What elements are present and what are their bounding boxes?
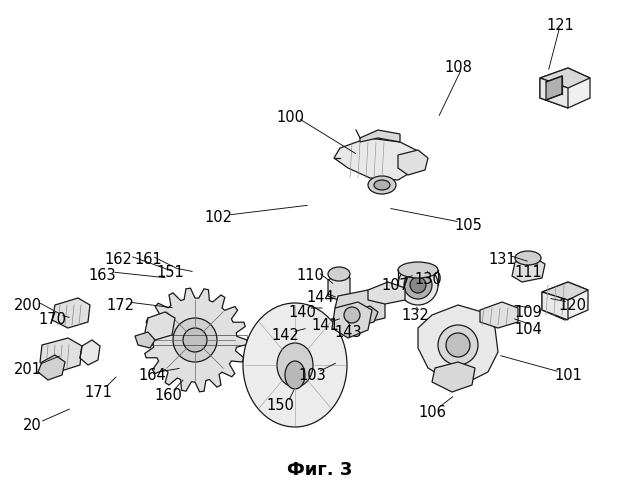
Polygon shape — [542, 282, 588, 320]
Text: 111: 111 — [514, 265, 542, 280]
Ellipse shape — [243, 303, 347, 427]
Ellipse shape — [404, 271, 432, 299]
Text: 108: 108 — [444, 60, 472, 75]
Polygon shape — [432, 362, 475, 392]
Polygon shape — [145, 312, 175, 340]
Ellipse shape — [374, 180, 390, 190]
Ellipse shape — [368, 176, 396, 194]
Text: 140: 140 — [288, 305, 316, 320]
Polygon shape — [143, 288, 247, 392]
Text: 121: 121 — [546, 18, 574, 33]
Ellipse shape — [328, 267, 350, 281]
Text: 132: 132 — [401, 308, 429, 323]
Text: 20: 20 — [22, 418, 42, 433]
Polygon shape — [418, 305, 498, 382]
Text: 144: 144 — [306, 290, 334, 305]
Text: 163: 163 — [88, 268, 116, 283]
Polygon shape — [135, 332, 155, 348]
Polygon shape — [332, 302, 372, 338]
Text: 162: 162 — [104, 252, 132, 267]
Text: 105: 105 — [454, 218, 482, 233]
Text: 107: 107 — [381, 278, 409, 293]
Text: 100: 100 — [276, 110, 304, 125]
Polygon shape — [368, 282, 405, 304]
Ellipse shape — [183, 328, 207, 352]
Ellipse shape — [285, 361, 305, 389]
Text: 130: 130 — [414, 272, 442, 287]
Text: 120: 120 — [558, 298, 586, 313]
Text: 101: 101 — [554, 368, 582, 383]
Ellipse shape — [446, 333, 470, 357]
Text: 131: 131 — [488, 252, 516, 267]
Ellipse shape — [398, 265, 438, 305]
Text: 104: 104 — [514, 322, 542, 337]
Text: 201: 201 — [14, 362, 42, 377]
Ellipse shape — [515, 251, 541, 265]
Text: 172: 172 — [106, 298, 134, 313]
Text: 102: 102 — [204, 210, 232, 225]
Text: 143: 143 — [334, 325, 362, 340]
Ellipse shape — [173, 318, 217, 362]
Polygon shape — [540, 68, 590, 88]
Polygon shape — [52, 298, 90, 328]
Text: 161: 161 — [134, 252, 162, 267]
Polygon shape — [80, 340, 100, 365]
Text: 171: 171 — [84, 385, 112, 400]
Text: 106: 106 — [418, 405, 446, 420]
Text: Фиг. 3: Фиг. 3 — [287, 461, 353, 479]
Ellipse shape — [438, 325, 478, 365]
Polygon shape — [358, 306, 378, 325]
Ellipse shape — [398, 262, 438, 278]
Polygon shape — [542, 292, 568, 320]
Polygon shape — [335, 290, 385, 322]
Text: 160: 160 — [154, 388, 182, 403]
Polygon shape — [480, 302, 518, 328]
Polygon shape — [546, 76, 562, 100]
Ellipse shape — [410, 277, 426, 293]
Text: 142: 142 — [271, 328, 299, 343]
Polygon shape — [540, 78, 568, 108]
Text: 164: 164 — [138, 368, 166, 383]
Polygon shape — [360, 130, 400, 142]
Polygon shape — [398, 150, 428, 175]
Text: 150: 150 — [266, 398, 294, 413]
Ellipse shape — [277, 343, 313, 387]
Polygon shape — [40, 338, 82, 372]
Text: 200: 200 — [14, 298, 42, 313]
Polygon shape — [334, 138, 420, 180]
Text: 151: 151 — [156, 265, 184, 280]
Polygon shape — [540, 68, 590, 108]
Text: 170: 170 — [38, 312, 66, 327]
Ellipse shape — [344, 307, 360, 323]
Polygon shape — [38, 355, 65, 380]
Text: 110: 110 — [296, 268, 324, 283]
Polygon shape — [542, 282, 588, 300]
Polygon shape — [512, 258, 545, 282]
Polygon shape — [328, 274, 350, 300]
Text: 103: 103 — [298, 368, 326, 383]
Text: 109: 109 — [514, 305, 542, 320]
Text: 141: 141 — [311, 318, 339, 333]
